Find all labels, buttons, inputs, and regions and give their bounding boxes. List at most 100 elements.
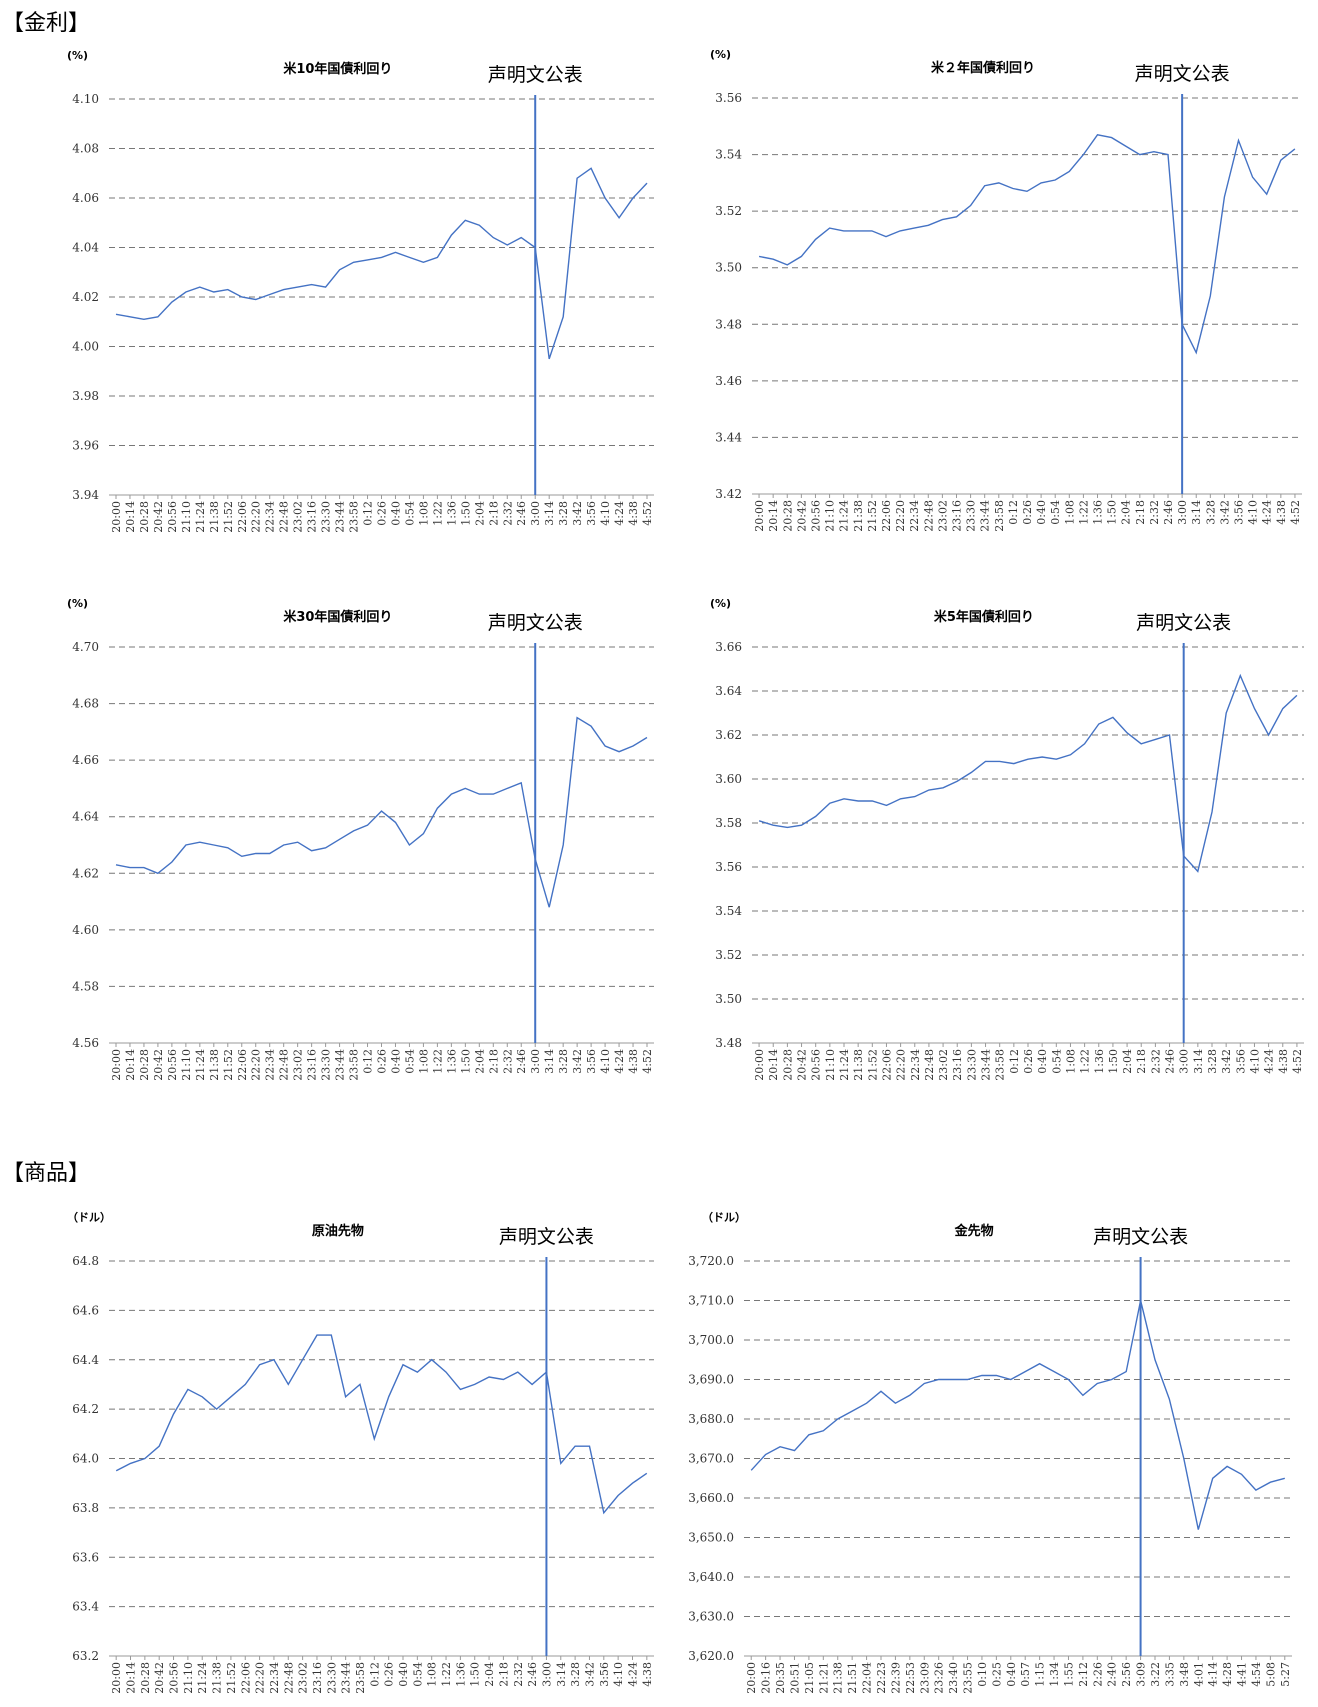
- y-tick-label: 4.58: [72, 979, 99, 993]
- x-tick-label: 5:08: [1264, 1662, 1277, 1687]
- x-tick-label: 0:12: [368, 1662, 381, 1687]
- x-tick-label: 4:01: [1192, 1662, 1205, 1687]
- x-tick-label: 20:42: [152, 501, 165, 533]
- x-tick-label: 21:10: [180, 501, 193, 533]
- y-tick-label: 3.50: [715, 261, 742, 275]
- x-tick-label: 1:36: [1092, 500, 1105, 525]
- x-tick-label: 2:46: [1162, 500, 1175, 525]
- x-tick-label: 3:42: [571, 1049, 584, 1074]
- x-tick-label: 0:26: [376, 1049, 389, 1074]
- y-tick-label: 63.8: [72, 1501, 99, 1515]
- x-tick-label: 0:12: [362, 501, 375, 526]
- x-tick-label: 3:09: [1135, 1662, 1148, 1687]
- x-tick-label: 20:14: [767, 1049, 780, 1081]
- x-tick-label: 22:34: [909, 1049, 922, 1081]
- x-tick-label: 2:18: [1134, 500, 1147, 525]
- x-tick-label: 4:38: [1277, 1049, 1290, 1074]
- y-tick-label: 3,670.0: [688, 1452, 734, 1466]
- x-tick-label: 22:06: [236, 1049, 249, 1081]
- x-tick-label: 1:36: [454, 1662, 467, 1687]
- x-tick-label: 20:28: [139, 1662, 152, 1694]
- x-tick-label: 23:02: [936, 500, 949, 532]
- x-tick-label: 0:12: [362, 1049, 375, 1074]
- y-tick-label: 4.60: [72, 923, 99, 937]
- x-tick-label: 0:26: [1021, 500, 1034, 525]
- x-tick-label: 2:46: [515, 1049, 528, 1074]
- x-tick-label: 4:38: [641, 1662, 654, 1687]
- x-tick-label: 23:26: [933, 1662, 946, 1694]
- y-unit: (%): [710, 597, 731, 610]
- x-tick-label: 3:14: [1190, 500, 1203, 525]
- x-tick-label: 4:10: [599, 501, 612, 526]
- x-tick-label: 23:44: [340, 1662, 353, 1694]
- y-tick-label: 4.56: [72, 1036, 99, 1050]
- x-tick-label: 20:28: [781, 1049, 794, 1081]
- x-tick-label: 1:36: [445, 501, 458, 526]
- y-tick-label: 4.62: [72, 866, 99, 880]
- x-tick-label: 0:40: [1036, 1049, 1049, 1074]
- y-unit: (%): [67, 49, 88, 62]
- y-tick-label: 64.4: [72, 1353, 99, 1367]
- x-tick-label: 4:38: [627, 501, 640, 526]
- section-title: 【金利】: [2, 11, 90, 36]
- y-tick-label: 3.54: [715, 148, 742, 162]
- x-tick-label: 21:38: [832, 1662, 845, 1694]
- x-tick-label: 22:34: [268, 1662, 281, 1694]
- x-tick-label: 1:08: [417, 501, 430, 526]
- y-tick-label: 3.48: [715, 1036, 742, 1050]
- x-tick-label: 2:46: [515, 501, 528, 526]
- y-tick-label: 3.60: [715, 772, 742, 786]
- x-tick-label: 20:14: [124, 501, 137, 533]
- x-tick-label: 2:26: [1091, 1662, 1104, 1687]
- x-tick-label: 20:00: [110, 1662, 123, 1694]
- x-tick-label: 3:00: [1178, 1049, 1191, 1074]
- x-tick-label: 23:02: [297, 1662, 310, 1694]
- x-tick-label: 0:57: [1019, 1662, 1032, 1687]
- x-tick-label: 2:40: [1106, 1662, 1119, 1687]
- x-tick-label: 4:52: [641, 501, 654, 526]
- x-tick-label: 20:00: [745, 1662, 758, 1694]
- y-tick-label: 4.66: [72, 753, 99, 767]
- x-tick-label: 1:08: [1064, 1049, 1077, 1074]
- x-tick-label: 3:28: [557, 1049, 570, 1074]
- x-tick-label: 3:14: [555, 1662, 568, 1687]
- y-unit: (%): [67, 597, 88, 610]
- x-tick-label: 1:22: [1077, 500, 1090, 525]
- x-tick-label: 21:52: [866, 500, 879, 532]
- line-series: [750, 1300, 1285, 1530]
- x-tick-label: 2:04: [473, 1049, 486, 1074]
- x-tick-label: 20:00: [753, 1049, 766, 1081]
- y-tick-label: 64.0: [72, 1452, 99, 1466]
- x-tick-label: 21:38: [852, 500, 865, 532]
- x-tick-label: 23:30: [965, 500, 978, 532]
- x-tick-label: 3:42: [571, 501, 584, 526]
- x-tick-label: 20:42: [796, 1049, 809, 1081]
- y-tick-label: 3,660.0: [688, 1491, 734, 1505]
- x-tick-label: 21:10: [182, 1662, 195, 1694]
- x-tick-label: 1:55: [1062, 1662, 1075, 1687]
- x-tick-label: 2:04: [483, 1662, 496, 1687]
- x-tick-label: 3:35: [1163, 1662, 1176, 1687]
- x-tick-label: 4:10: [612, 1662, 625, 1687]
- chart-title: 原油先物: [312, 1223, 364, 1239]
- x-tick-label: 4:24: [1263, 1049, 1276, 1074]
- x-tick-label: 23:58: [354, 1662, 367, 1694]
- x-tick-label: 20:14: [767, 500, 780, 532]
- y-tick-label: 3.58: [715, 816, 742, 830]
- x-tick-label: 23:58: [348, 501, 361, 533]
- x-tick-label: 23:30: [965, 1049, 978, 1081]
- y-tick-label: 3.66: [715, 640, 742, 654]
- x-tick-label: 3:28: [1204, 500, 1217, 525]
- x-tick-label: 23:16: [950, 500, 963, 532]
- y-tick-label: 4.02: [72, 290, 99, 304]
- x-tick-label: 3:42: [1218, 500, 1231, 525]
- x-tick-label: 2:46: [1164, 1049, 1177, 1074]
- x-tick-label: 23:30: [320, 1049, 333, 1081]
- x-tick-label: 21:51: [846, 1662, 859, 1694]
- x-tick-label: 2:04: [1121, 1049, 1134, 1074]
- x-tick-label: 3:14: [543, 1049, 556, 1074]
- y-tick-label: 63.2: [72, 1649, 99, 1663]
- x-tick-label: 20:00: [110, 501, 123, 533]
- x-tick-label: 21:38: [211, 1662, 224, 1694]
